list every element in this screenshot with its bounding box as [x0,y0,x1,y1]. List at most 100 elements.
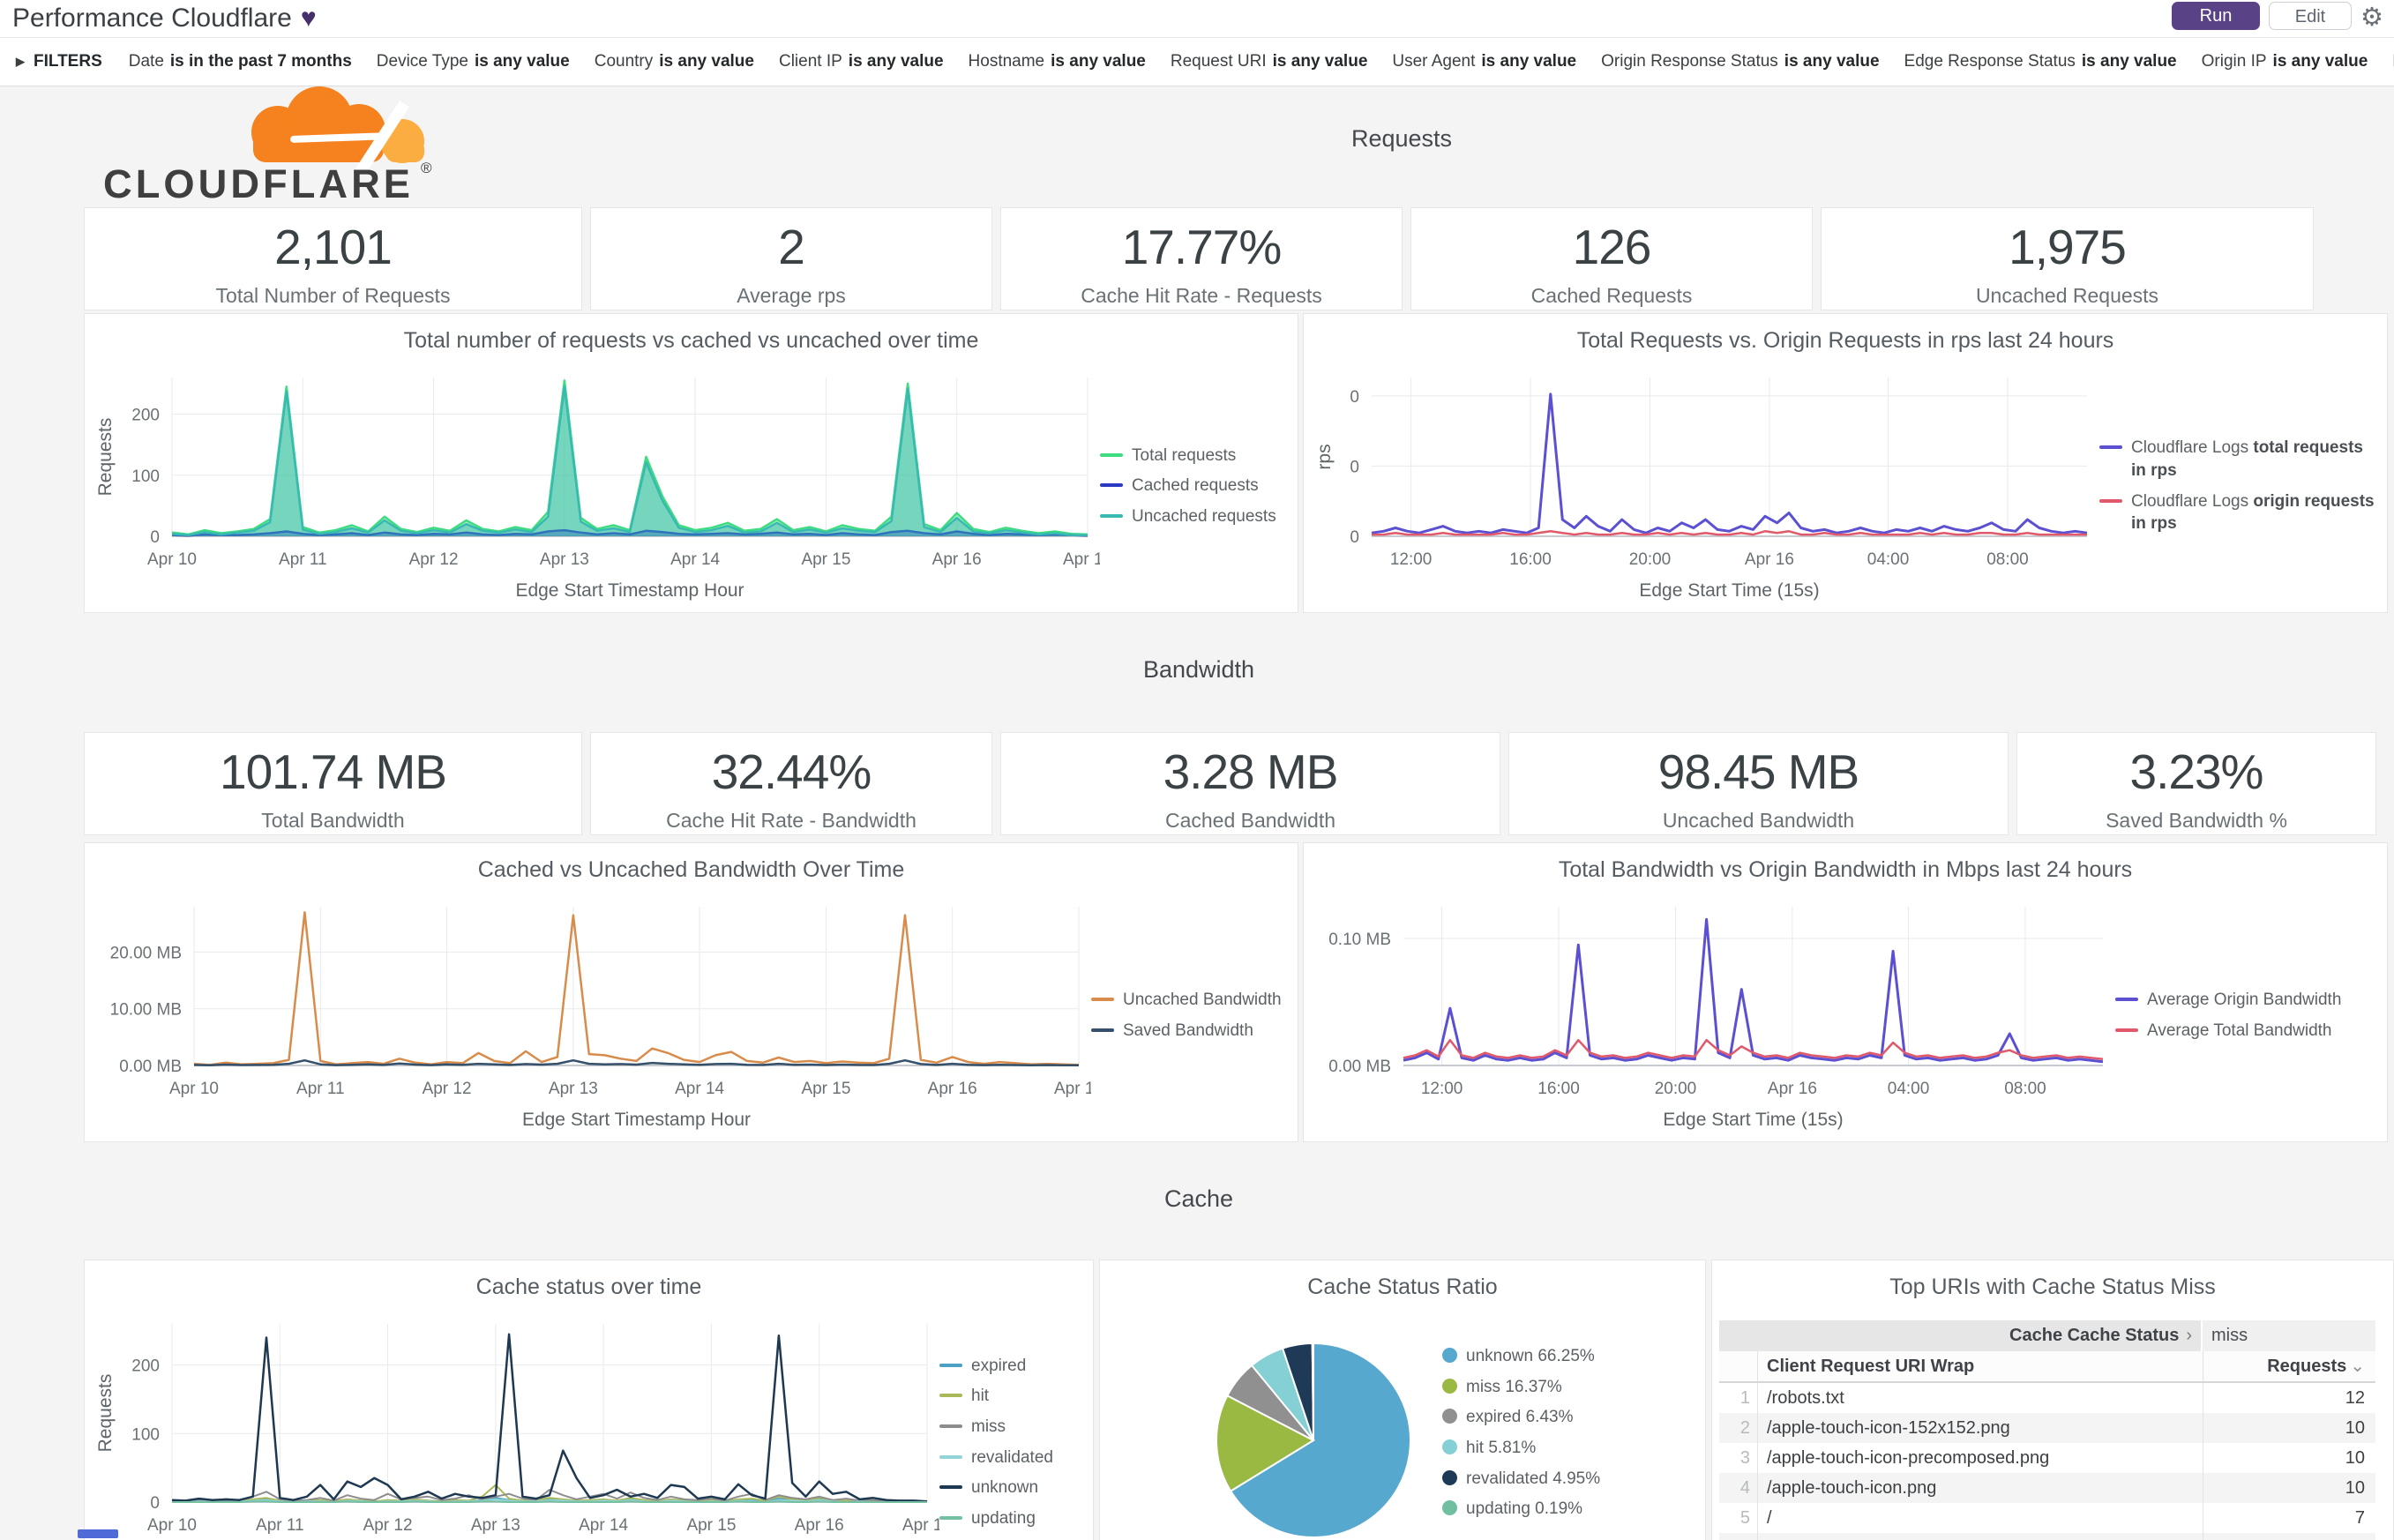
legend-item[interactable]: updating [939,1507,1081,1530]
legend-swatch [1442,1469,1457,1485]
legend-item[interactable]: unknown 66.25% [1442,1345,1691,1368]
legend-item[interactable]: hit 5.81% [1442,1437,1691,1460]
uri-cell[interactable]: /index.php/contact/ [1758,1533,2203,1540]
filter-item[interactable]: Country is any value [595,52,754,71]
legend-item[interactable]: expired [939,1355,1081,1378]
kpi-label: Cache Hit Rate - Requests [1081,284,1322,307]
legend: expired hit miss revalidated unknown updating [939,1312,1088,1540]
legend-item[interactable]: miss 16.37% [1442,1376,1691,1399]
legend-swatch [1442,1378,1457,1394]
svg-text:Requests: Requests [95,418,116,497]
kpi-row-requests: 2,101 Total Number of Requests 2 Average rp… [84,207,2314,310]
filter-item[interactable]: RayIDis any valu… [2392,52,2394,71]
legend-swatch [939,1424,962,1428]
uri-cell[interactable]: /apple-touch-icon.png [1767,1478,1937,1498]
kpi-card: 1,975 Uncached Requests [1821,207,2314,310]
filter-condition: is any value [474,51,570,71]
chart-title: Total number of requests vs cached vs un… [403,328,979,353]
kpi-card: 101.74 MB Total Bandwidth [84,732,582,835]
table-group-header[interactable]: Cache Cache Status › [1719,1320,2203,1351]
legend-swatch [1442,1348,1457,1363]
filter-field: Hostname [968,51,1045,71]
kpi-value: 3.23% [2129,744,2264,799]
pie-slice-unknown[interactable] [1229,1342,1411,1538]
legend-item[interactable]: Average Origin Bandwidth [2115,989,2375,1012]
cache-status-over-time-plot[interactable]: Apr 10 Apr 11 Apr 12 Apr 13 Apr 14 Apr 15 Apr … [90,1312,952,1540]
filter-item[interactable]: Request URI is any value [1171,52,1368,71]
gear-icon[interactable]: ⚙ [2360,4,2383,32]
cache-status-ratio-pie[interactable] [1215,1342,1412,1539]
legend-item[interactable]: Average Total Bandwidth [2115,1020,2375,1043]
table-row: 5 / 7 [1719,1503,2375,1533]
uri-cell[interactable]: / [1767,1508,1772,1528]
bandwidth-24h-plot[interactable]: 12:00 16:00 20:00 Apr 16 04:00 08:00 0.00 MB 0.… [1309,894,2115,1136]
svg-text:12:00: 12:00 [1421,1080,1463,1098]
filter-item[interactable]: User Agent is any value [1392,52,1576,71]
legend-item[interactable]: revalidated 4.95% [1442,1468,1691,1491]
bandwidth-over-time-plot[interactable]: Apr 10 Apr 11 Apr 12 Apr 13 Apr 14 Apr 15 Apr … [90,894,1103,1136]
page-title: Performance Cloudflare ♥ [12,0,317,37]
requests-cell[interactable]: 10 [2203,1443,2375,1473]
kpi-label: Total Number of Requests [215,284,451,307]
svg-text:200: 200 [131,407,160,425]
legend-item[interactable]: expired 6.43% [1442,1406,1691,1429]
legend-item[interactable]: miss [939,1416,1081,1439]
requests-rps-24h-plot[interactable]: 12:00 16:00 20:00 Apr 16 04:00 08:00 0 0 0 rps Edg… [1309,365,2099,607]
requests-cell[interactable]: 10 [2203,1413,2375,1443]
chart-card-bandwidth-24h: Total Bandwidth vs Origin Bandwidth in M… [1303,842,2388,1142]
run-button[interactable]: Run [2172,2,2260,30]
filter-item[interactable]: Origin IP is any value [2202,52,2368,71]
uri-cell[interactable]: /apple-touch-icon-precomposed.png [1767,1448,2050,1468]
chart-title: Total Requests vs. Origin Requests in rp… [1576,328,2114,353]
filter-item[interactable]: Edge Response Status is any value [1904,52,2177,71]
uri-column-header[interactable]: Client Request URI Wrap [1767,1357,1975,1376]
kpi-label: Uncached Requests [1975,284,2159,307]
chart-card-cache-status-ratio: Cache Status Ratio unknown 66.25% miss 16… [1099,1260,1706,1540]
requests-column-header[interactable]: Requests ⌄ [2203,1351,2375,1381]
kpi-label: Average rps [737,284,846,307]
svg-text:04:00: 04:00 [1888,1080,1930,1098]
legend-item[interactable]: hit [939,1385,1081,1408]
filters-expand-icon: ▶ [16,54,25,68]
legend-item[interactable]: Cloudflare Logs origin requests in rps [2099,490,2375,535]
requests-cell[interactable]: 7 [2203,1533,2375,1540]
requests-cell[interactable]: 10 [2203,1473,2375,1503]
edit-button[interactable]: Edit [2269,2,2352,30]
legend-label: updating [971,1508,1036,1528]
requests-cell[interactable]: 12 [2203,1383,2375,1413]
legend-item[interactable]: updating 0.19% [1442,1498,1691,1521]
legend-item[interactable]: Saved Bandwidth [1091,1020,1285,1043]
svg-text:08:00: 08:00 [1986,550,2029,569]
legend-item[interactable]: Cached requests [1100,475,1285,497]
svg-text:Apr 14: Apr 14 [579,1516,628,1535]
filter-item[interactable]: Hostname is any value [969,52,1146,71]
filter-item[interactable]: Origin Response Status is any value [1601,52,1879,71]
legend-item[interactable]: Cloudflare Logs total requests in rps [2099,437,2375,482]
filter-list: Date is in the past 7 months Device Type is… [129,52,2394,71]
legend-item[interactable]: unknown [939,1476,1081,1499]
svg-text:0.00 MB: 0.00 MB [1328,1058,1391,1076]
uri-cell[interactable]: /robots.txt [1767,1388,1844,1408]
uri-cell[interactable]: /apple-touch-icon-152x152.png [1767,1418,2010,1438]
legend-swatch [939,1485,962,1490]
legend-item[interactable]: revalidated [939,1447,1081,1469]
row-number-header [1719,1351,1758,1381]
filter-item[interactable]: Client IP is any value [779,52,944,71]
pie-slice-miss[interactable] [1216,1394,1316,1492]
chart-title: Cache status over time [475,1275,702,1299]
svg-text:Apr 12: Apr 12 [423,1080,472,1098]
horizontal-scrollbar-thumb[interactable] [78,1529,118,1538]
filter-item[interactable]: Device Type is any value [377,52,570,71]
filters-toggle[interactable]: ▶ FILTERS [16,52,102,71]
kpi-value: 1,975 [2009,220,2127,274]
filter-item[interactable]: Date is in the past 7 months [129,52,352,71]
legend-item[interactable]: Uncached requests [1100,505,1285,528]
requests-over-time-plot[interactable]: Apr 10 Apr 11 Apr 12 Apr 13 Apr 14 Apr 15 Apr … [90,365,1112,607]
table-row: 4/apple-touch-icon.png 10 [1719,1473,2375,1503]
legend-item[interactable]: Uncached Bandwidth [1091,989,1285,1012]
requests-cell[interactable]: 7 [2203,1503,2375,1533]
svg-text:rps: rps [1314,444,1335,469]
legend-label: hit [971,1387,990,1406]
legend-item[interactable]: Total requests [1100,445,1285,467]
